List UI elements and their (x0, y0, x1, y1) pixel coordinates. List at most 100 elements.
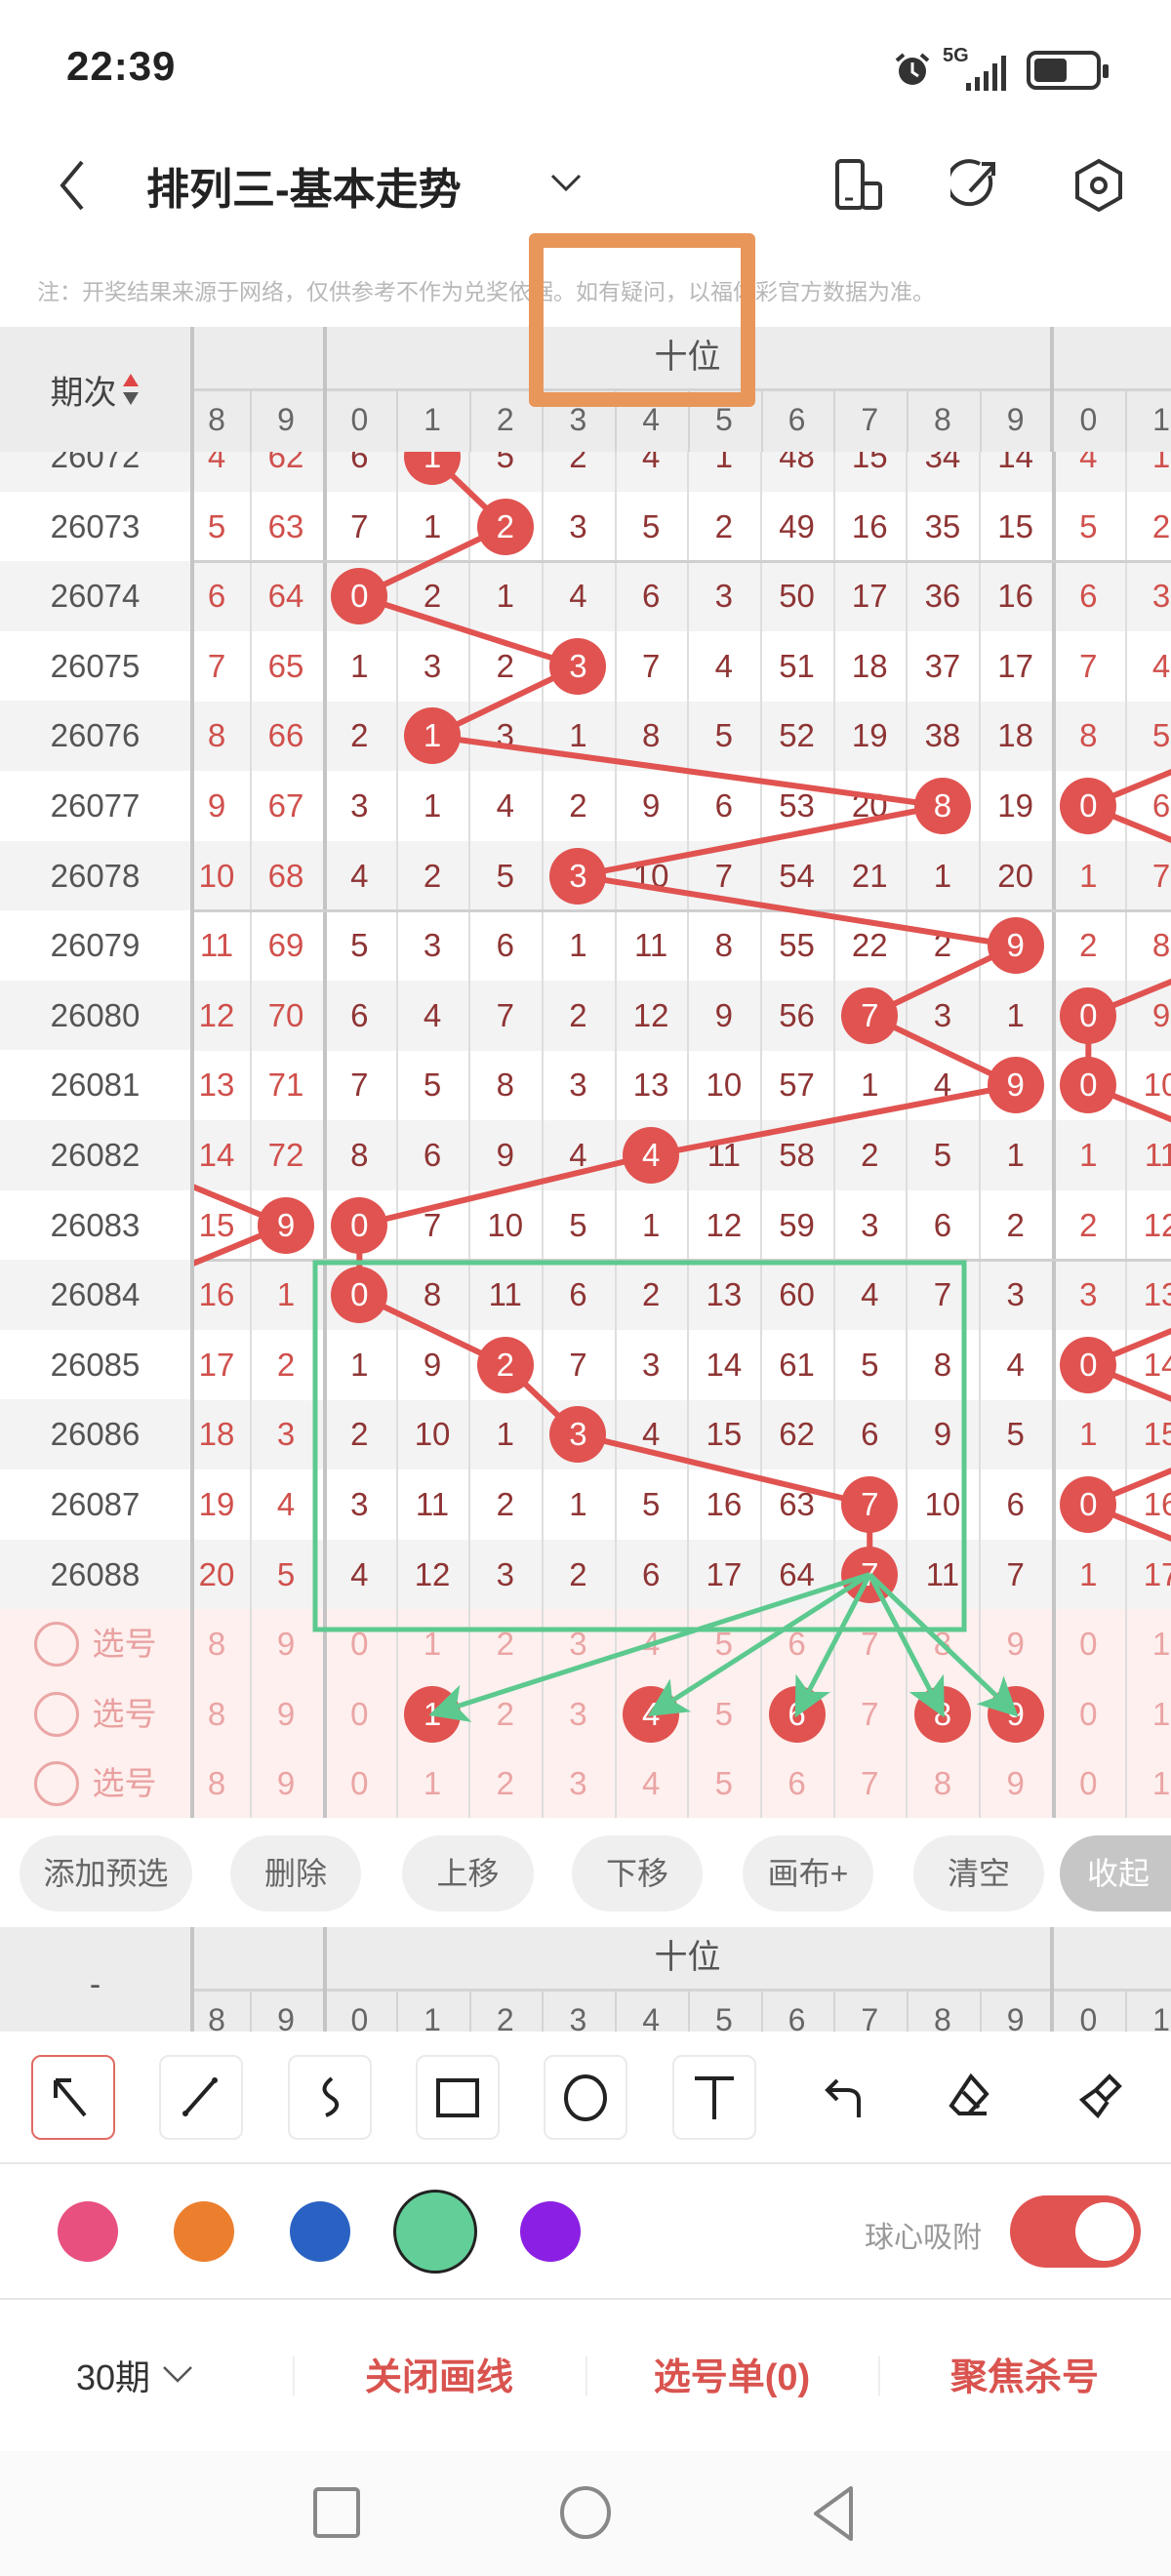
select-cell[interactable]: 8 (207, 1765, 226, 1802)
column-divider (468, 452, 471, 1818)
color-swatch-1[interactable] (174, 2201, 234, 2262)
circle-icon (556, 2069, 615, 2127)
brush-tool[interactable] (1061, 2059, 1139, 2137)
select-cell[interactable]: 0 (350, 1765, 369, 1802)
annotation-arrow[interactable] (868, 1572, 1019, 1717)
select-cell[interactable]: 9 (276, 1695, 296, 1732)
select-cell[interactable]: 7 (861, 1765, 879, 1802)
action-button-3[interactable]: 下移 (572, 1835, 703, 1912)
table-cell: 4 (714, 647, 734, 684)
settings-icon[interactable] (1071, 158, 1126, 218)
back-nav-button[interactable] (810, 2484, 857, 2543)
close-drawing-button[interactable]: 关闭画线 (364, 2357, 513, 2398)
select-cell[interactable]: 2 (496, 1695, 514, 1732)
undo-tool[interactable] (804, 2059, 882, 2137)
table-cell: 16 (1143, 1486, 1171, 1522)
curve-tool[interactable] (288, 2055, 372, 2140)
select-row-label[interactable]: 选号 (0, 1749, 190, 1818)
select-cell[interactable]: 9 (1006, 1765, 1025, 1802)
action-button-5[interactable]: 清空 (913, 1835, 1044, 1912)
select-cell[interactable]: 2 (496, 1626, 514, 1663)
snap-toggle[interactable] (1010, 2195, 1141, 2268)
select-cell[interactable]: 0 (350, 1626, 369, 1663)
action-button-6[interactable]: 收起 (1060, 1835, 1171, 1912)
select-cell[interactable]: 0 (1079, 1626, 1098, 1663)
select-cell[interactable]: 9 (276, 1765, 296, 1802)
select-cell[interactable]: 3 (569, 1765, 587, 1802)
hit-ball: 7 (841, 986, 899, 1044)
select-cell[interactable]: 1 (1151, 1695, 1171, 1732)
select-cell[interactable]: 2 (496, 1765, 514, 1802)
annotation-arrow[interactable] (647, 1572, 871, 1716)
action-button-1[interactable]: 删除 (230, 1835, 361, 1912)
action-button-4[interactable]: 画布+ (743, 1835, 873, 1912)
select-cell[interactable]: 0 (1079, 1765, 1098, 1802)
annotation-arrow[interactable] (794, 1573, 872, 1718)
curve-icon (301, 2069, 359, 2127)
color-swatch-2[interactable] (290, 2201, 350, 2262)
select-cell[interactable]: 4 (641, 1765, 661, 1802)
select-cell[interactable]: 6 (787, 1765, 806, 1802)
action-button-2[interactable]: 上移 (402, 1835, 534, 1912)
select-cell[interactable]: 9 (1006, 1626, 1025, 1663)
select-cell[interactable]: 8 (207, 1695, 226, 1732)
text-tool[interactable] (672, 2055, 756, 2140)
action-button-0[interactable]: 添加预选 (20, 1835, 192, 1912)
select-cell[interactable]: 5 (714, 1626, 734, 1663)
page-title: 排列三-基本走势 (146, 166, 462, 214)
select-cell[interactable]: 0 (1079, 1695, 1098, 1732)
select-cell[interactable]: 8 (207, 1626, 226, 1663)
select-cell[interactable]: 6 (787, 1626, 806, 1663)
pick-list-button[interactable]: 选号单(0) (653, 2357, 811, 2398)
select-checkbox[interactable] (33, 1691, 79, 1737)
select-cell[interactable]: 9 (276, 1626, 296, 1663)
select-cell[interactable]: 1 (1151, 1765, 1171, 1802)
color-swatch-3[interactable] (393, 2190, 477, 2274)
focus-kill-button[interactable]: 聚焦杀号 (949, 2357, 1099, 2398)
table-row-bg (0, 1330, 1171, 1400)
annotation-arrow[interactable] (868, 1573, 945, 1718)
select-checkbox[interactable] (33, 1761, 79, 1807)
table-cell: 5 (641, 1486, 661, 1522)
line-tool[interactable] (159, 2055, 243, 2140)
color-swatch-4[interactable] (520, 2201, 581, 2262)
period-select[interactable]: 30期 (76, 2350, 195, 2400)
rectangle-tool[interactable] (416, 2055, 500, 2140)
select-cell[interactable]: 3 (569, 1695, 587, 1732)
screen-rotate-icon[interactable] (834, 158, 885, 218)
share-icon[interactable] (946, 158, 1001, 218)
alarm-icon (891, 49, 934, 97)
select-row-label[interactable]: 选号 (0, 1678, 190, 1750)
back-button[interactable] (53, 156, 92, 220)
period-number: 26075 (0, 630, 190, 702)
select-cell[interactable]: 1 (423, 1765, 442, 1802)
select-row-label[interactable]: 选号 (0, 1609, 190, 1680)
select-cell[interactable]: 7 (861, 1626, 879, 1663)
select-cell[interactable]: 5 (714, 1695, 734, 1732)
title-dropdown-chevron-icon[interactable] (548, 172, 584, 200)
eraser-tool[interactable] (932, 2059, 1010, 2137)
arrow-tool[interactable] (31, 2055, 115, 2140)
circle-tool[interactable] (544, 2055, 627, 2140)
annotation-arrow[interactable] (428, 1572, 871, 1722)
table-cell: 20 (198, 1555, 235, 1592)
annotation-rectangle[interactable] (312, 1260, 967, 1632)
period-sort-header[interactable]: 期次 (0, 327, 190, 452)
select-cell[interactable]: 1 (1151, 1626, 1171, 1663)
select-cell[interactable]: 0 (350, 1695, 369, 1732)
units-trend-line (1087, 1502, 1171, 1542)
table-cell: 14 (706, 1346, 743, 1383)
select-checkbox[interactable] (33, 1622, 79, 1668)
column-divider (468, 1992, 471, 2032)
select-cell[interactable]: 5 (714, 1765, 734, 1802)
table-cell: 1 (350, 647, 369, 684)
select-cell[interactable]: 8 (933, 1765, 952, 1802)
select-cell[interactable]: 1 (423, 1626, 442, 1663)
home-button[interactable] (558, 2484, 613, 2541)
color-swatch-0[interactable] (58, 2201, 118, 2262)
recent-apps-button[interactable] (312, 2486, 361, 2541)
table-cell: 35 (924, 507, 961, 544)
select-cell[interactable]: 3 (569, 1626, 587, 1663)
select-cell[interactable]: 7 (861, 1695, 879, 1732)
